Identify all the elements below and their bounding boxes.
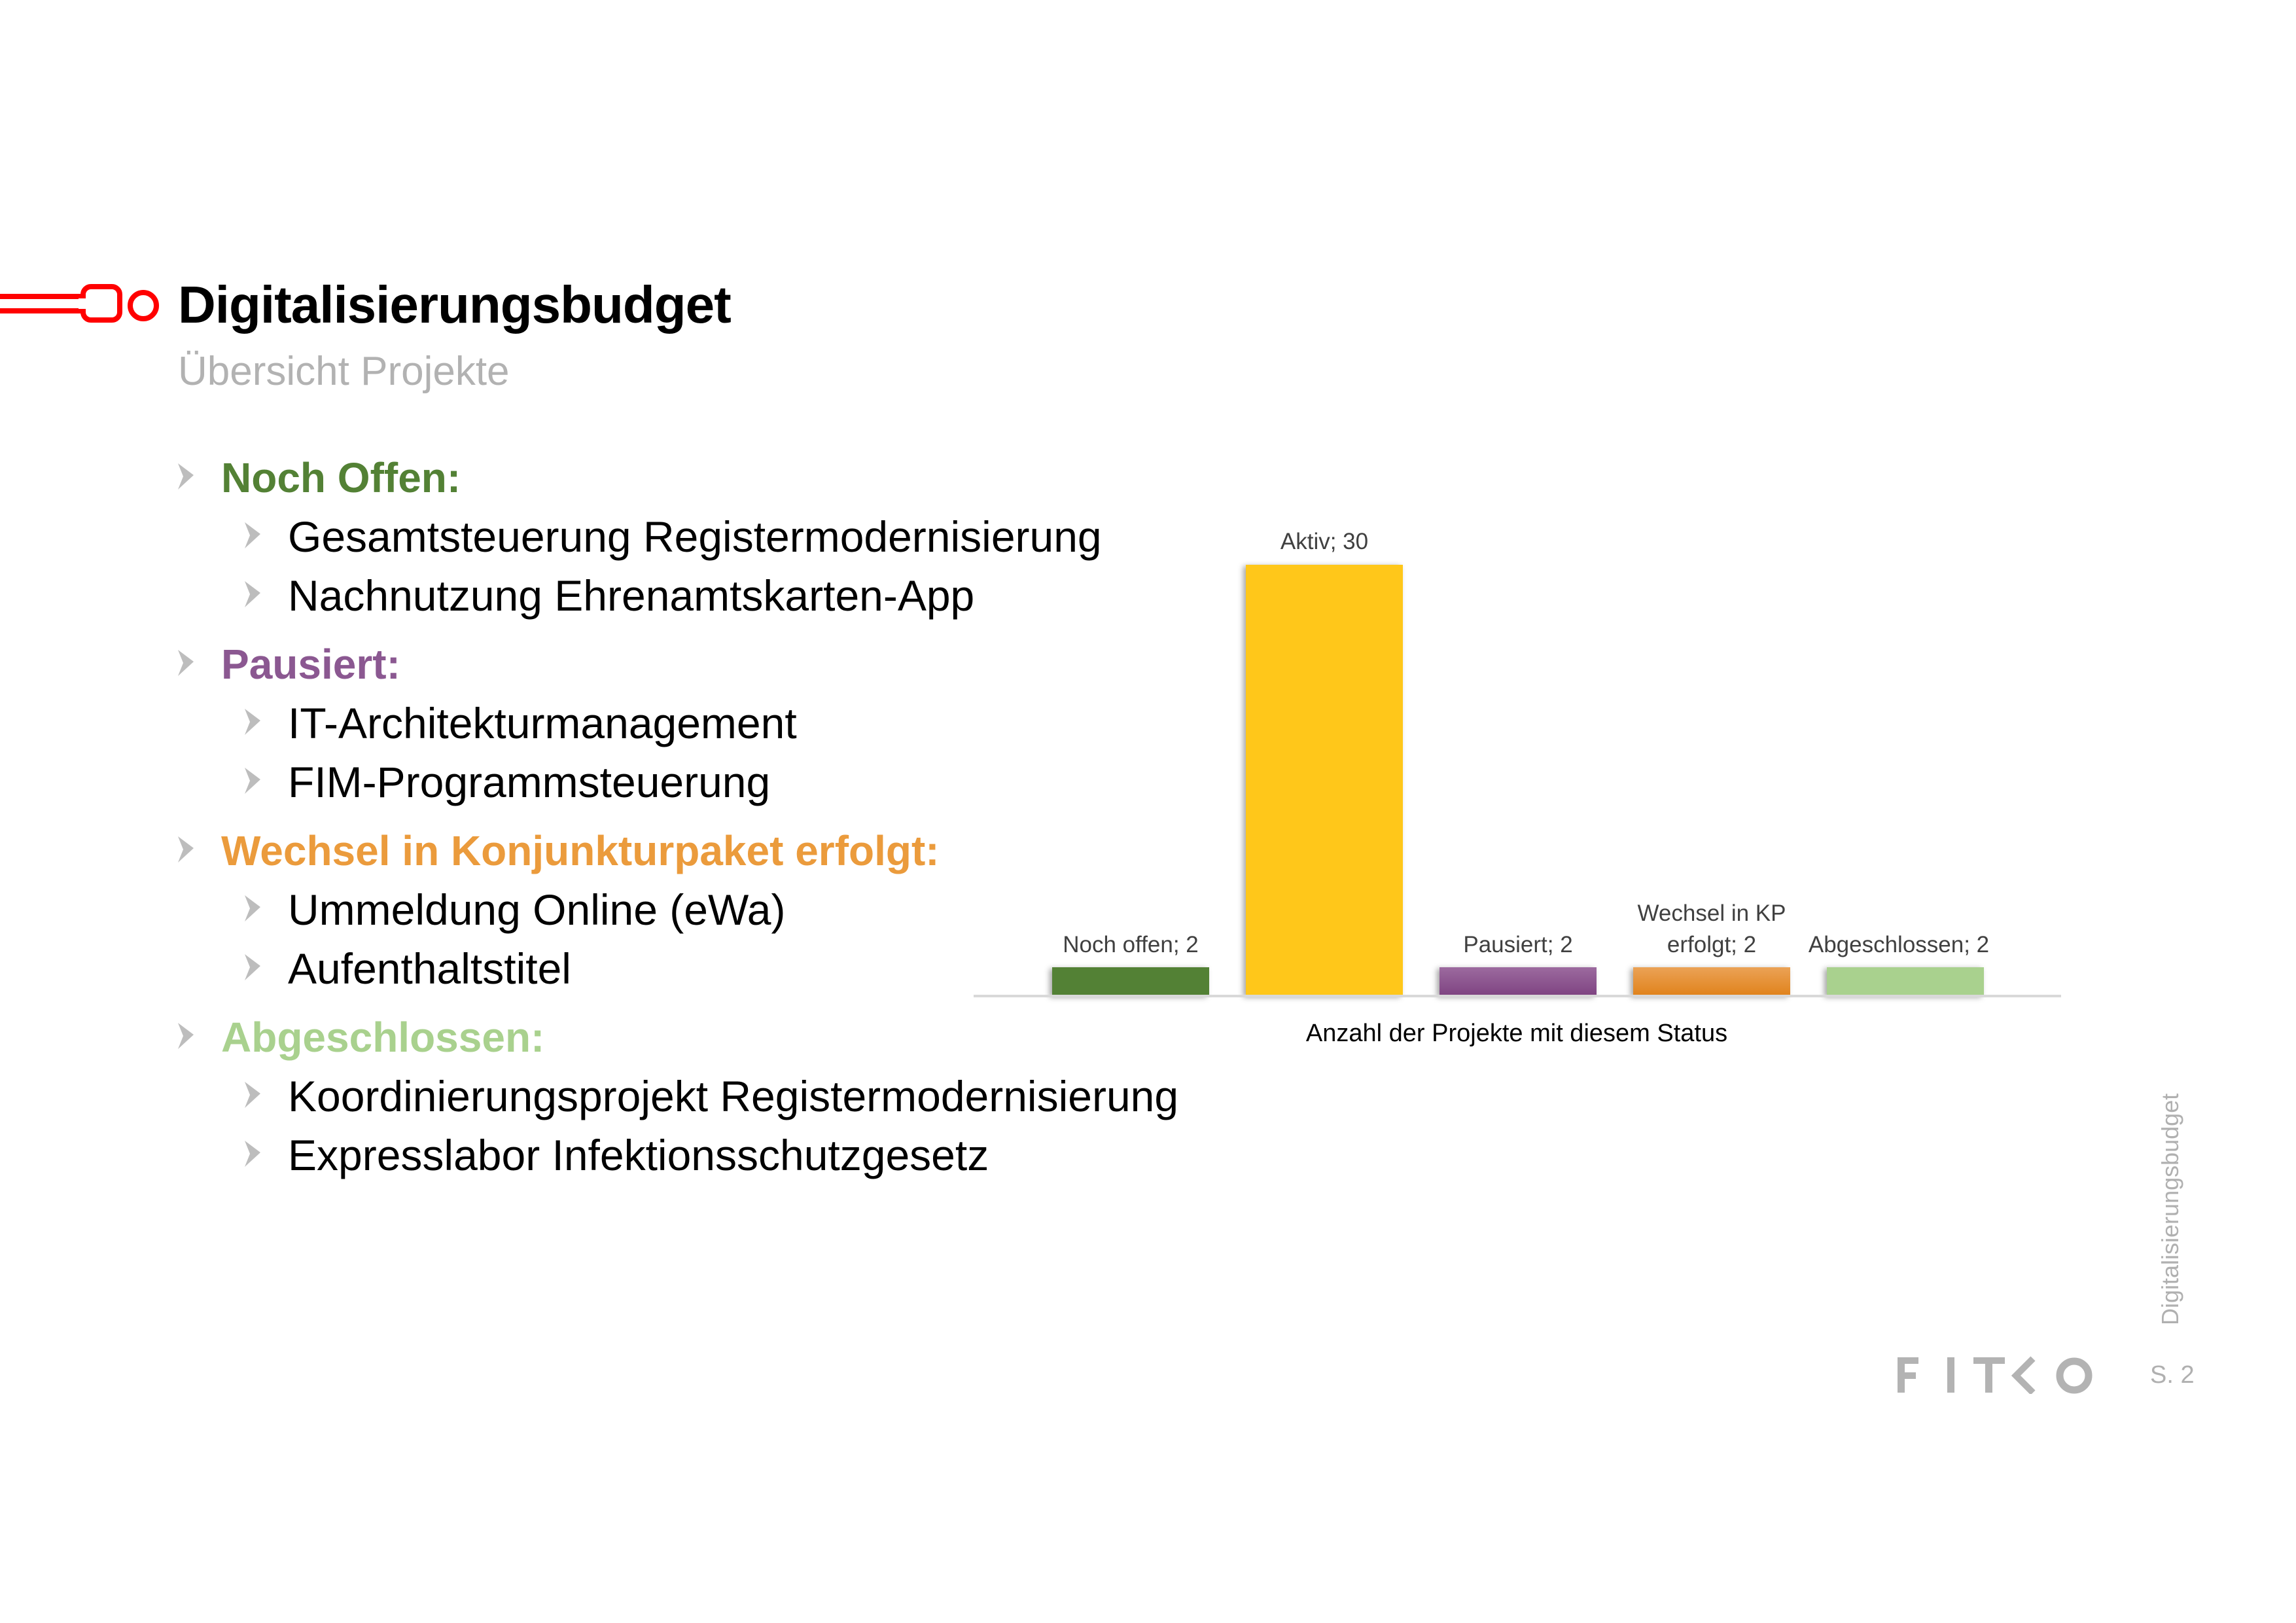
list-item-label: IT-Architekturmanagement bbox=[288, 699, 797, 747]
data-label: Pausiert; 2 bbox=[1463, 932, 1573, 957]
x-axis-line bbox=[974, 995, 2061, 997]
bar-aktiv bbox=[1246, 565, 1403, 996]
bar-noch-offen bbox=[1052, 967, 1209, 996]
chevron-right-icon bbox=[178, 650, 194, 676]
status-heading-label: Wechsel in Konjunkturpaket erfolgt: bbox=[221, 827, 940, 874]
data-label: Abgeschlossen; 2 bbox=[1808, 932, 1990, 957]
list-item-label: Expresslabor Infektionsschutzgesetz bbox=[288, 1131, 989, 1179]
bar-abgeschlossen bbox=[1827, 967, 1984, 996]
red-connector-plug-logo-icon bbox=[0, 284, 159, 323]
data-label: Wechsel in KP erfolgt; 2 bbox=[1637, 901, 1786, 957]
list-item-label: FIM-Programmsteuerung bbox=[288, 758, 771, 806]
bar-wechsel-in-kp bbox=[1633, 967, 1790, 996]
data-label: Noch offen; 2 bbox=[1063, 932, 1199, 957]
chevron-right-icon bbox=[245, 522, 260, 548]
status-heading-label: Abgeschlossen: bbox=[221, 1014, 545, 1061]
page-title: Digitalisierungsbudget bbox=[178, 276, 732, 334]
status-heading-label: Pausiert: bbox=[221, 641, 400, 688]
status-heading-label: Noch Offen: bbox=[221, 454, 461, 501]
chevron-right-icon bbox=[245, 1141, 260, 1167]
list-item-label: Aufenthaltstitel bbox=[288, 944, 571, 993]
bar-pausiert bbox=[1439, 967, 1597, 996]
page-subtitle: Übersicht Projekte bbox=[178, 349, 510, 394]
page-number: S. 2 bbox=[2150, 1361, 2195, 1389]
side-label: Digitalisierungsbudget bbox=[2156, 1080, 2195, 1329]
list-item-label: Ummeldung Online (eWa) bbox=[288, 885, 786, 934]
list-item-label: Nachnutzung Ehrenamtskarten-App bbox=[288, 571, 975, 620]
chevron-right-icon bbox=[245, 1082, 260, 1108]
status-bar-chart: Noch offen; 2 Aktiv; 30 Pausiert; 2 Wech… bbox=[968, 510, 2081, 1073]
chevron-right-icon bbox=[245, 581, 260, 607]
chevron-right-icon bbox=[178, 1023, 194, 1049]
list-item-label: Koordinierungsprojekt Registermodernisie… bbox=[288, 1072, 1179, 1120]
list-item-label: Gesamtsteuerung Registermodernisierung bbox=[288, 512, 1102, 561]
chevron-right-icon bbox=[178, 463, 194, 490]
x-axis-title: Anzahl der Projekte mit diesem Status bbox=[1305, 1020, 1728, 1047]
chevron-right-icon bbox=[178, 836, 194, 863]
side-label-text: Digitalisierungsbudget bbox=[2157, 1093, 2183, 1325]
fitko-logo-icon bbox=[1898, 1356, 2093, 1394]
chevron-right-icon bbox=[245, 954, 260, 980]
chevron-right-icon bbox=[245, 709, 260, 735]
chevron-right-icon bbox=[245, 895, 260, 921]
data-label: Aktiv; 30 bbox=[1280, 529, 1369, 554]
chevron-right-icon bbox=[245, 768, 260, 794]
